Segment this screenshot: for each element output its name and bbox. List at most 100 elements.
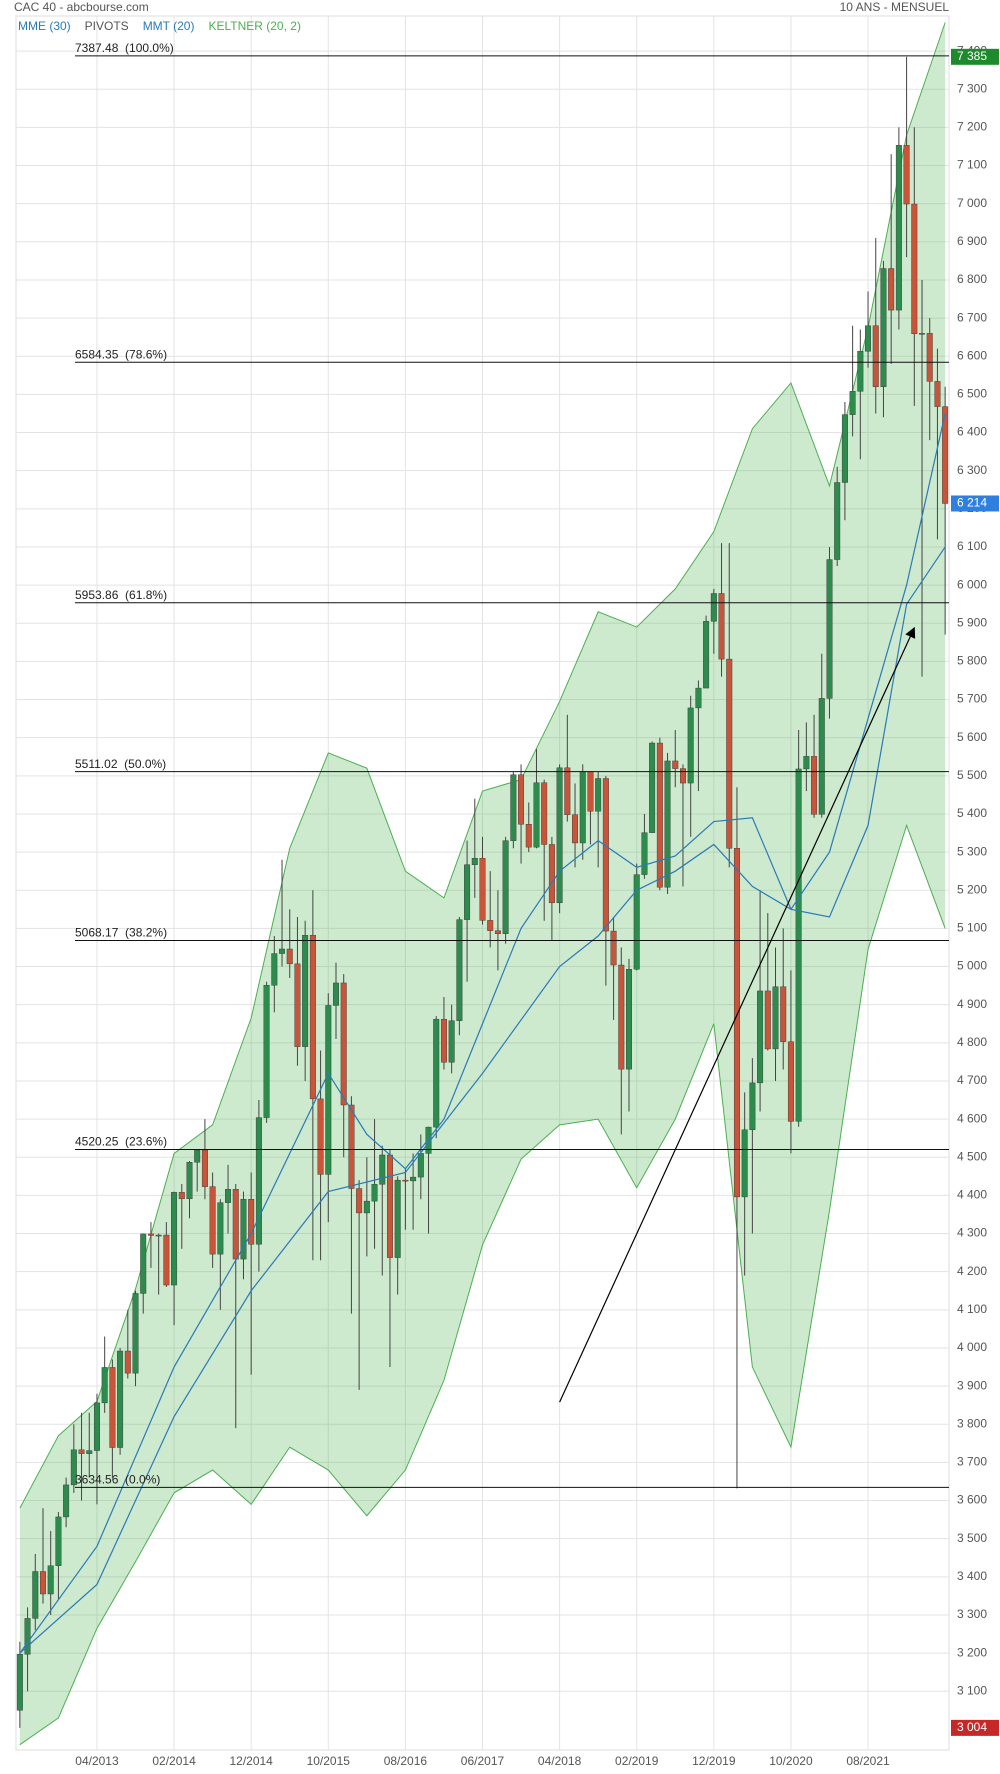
candle-body [602, 778, 609, 932]
candle-body [479, 858, 486, 921]
candle-body [47, 1565, 54, 1595]
y-tick-label: 7 100 [957, 158, 987, 172]
y-tick-label: 3 400 [957, 1569, 987, 1583]
candle-body [32, 1571, 39, 1619]
candle-body [502, 840, 509, 934]
candle-body [757, 990, 764, 1084]
y-tick-label: 3 900 [957, 1378, 987, 1392]
candle-body [695, 687, 702, 709]
y-tick-label: 4 700 [957, 1073, 987, 1087]
candle-body [402, 1179, 409, 1182]
candle-body [55, 1516, 62, 1566]
candle-body [841, 414, 848, 483]
candle-body [510, 774, 517, 841]
candle-body [464, 864, 471, 920]
candle-body [656, 742, 663, 888]
y-tick-label: 5 500 [957, 768, 987, 782]
candle-body [93, 1402, 100, 1451]
candle-body [780, 986, 787, 1042]
moving-average [19, 413, 946, 1654]
candle-body [363, 1200, 370, 1214]
candle-body [733, 848, 740, 1198]
candle-body [718, 593, 725, 660]
candle-body [124, 1350, 131, 1374]
candle-body [764, 990, 771, 1050]
candle-body [849, 391, 856, 415]
candle-body [803, 756, 810, 770]
candle-body [541, 782, 548, 845]
candle-body [826, 559, 833, 699]
candle-body [178, 1192, 185, 1200]
candle-body [433, 1018, 440, 1128]
candle-body [209, 1186, 216, 1255]
keltner-lower [19, 823, 946, 1746]
candle-body [109, 1367, 116, 1448]
y-tick-label: 6 300 [957, 463, 987, 477]
candle-body [263, 985, 270, 1118]
y-tick-label: 4 500 [957, 1149, 987, 1163]
candle-body [70, 1449, 77, 1486]
candle-body [548, 844, 555, 904]
y-tick-label: 6 900 [957, 234, 987, 248]
y-tick-label: 5 000 [957, 959, 987, 973]
y-tick-label: 7 000 [957, 196, 987, 210]
y-tick-label: 6 800 [957, 272, 987, 286]
candle-body [325, 1005, 332, 1175]
candle-body [687, 707, 694, 784]
candle-body [440, 1018, 447, 1063]
pivot-label: 6584.35 (78.6%) [75, 347, 167, 361]
candle-body [340, 982, 347, 1106]
x-tick-label: 10/2015 [307, 1754, 351, 1768]
pivot-label: 7387.48 (100.0%) [75, 41, 174, 55]
price-tag-label: 6 214 [957, 496, 987, 510]
candle-body [857, 351, 864, 392]
candle-body [672, 760, 679, 769]
x-tick-label: 04/2013 [75, 1754, 119, 1768]
x-tick-label: 02/2019 [615, 1754, 659, 1768]
y-tick-label: 3 200 [957, 1645, 987, 1659]
candle-body [533, 782, 540, 848]
candle-body [934, 381, 941, 407]
candle-body [16, 1654, 23, 1711]
candle-body [248, 1199, 255, 1245]
candle-body [417, 1153, 424, 1178]
candle-body [356, 1188, 363, 1214]
candle-body [63, 1484, 70, 1518]
candle-body [194, 1149, 201, 1163]
candle-body [895, 145, 902, 311]
y-tick-label: 3 800 [957, 1416, 987, 1430]
pivot-label: 5511.02 (50.0%) [75, 757, 166, 771]
x-tick-label: 04/2018 [538, 1754, 582, 1768]
candle-body [394, 1179, 401, 1258]
price-tag [951, 48, 999, 65]
y-tick-label: 4 000 [957, 1340, 987, 1354]
candle-body [371, 1184, 378, 1202]
candle-body [333, 982, 339, 1006]
candle-body [101, 1367, 108, 1404]
candle-body [279, 948, 285, 954]
candle-body [919, 333, 925, 335]
candle-body [294, 963, 301, 1047]
candle-body [386, 1154, 393, 1258]
y-tick-label: 7 300 [957, 81, 987, 95]
candle-body [140, 1233, 147, 1294]
candle-body [225, 1189, 232, 1203]
candle-body [132, 1293, 139, 1374]
candle-body [448, 1020, 455, 1063]
moving-average [19, 546, 946, 1654]
candle-body [911, 203, 918, 334]
y-tick-label: 4 300 [957, 1226, 987, 1240]
candle-body [633, 874, 640, 970]
candle-body [232, 1189, 239, 1260]
x-tick-label: 08/2016 [384, 1754, 428, 1768]
x-tick-label: 12/2014 [229, 1754, 273, 1768]
x-tick-label: 08/2021 [846, 1754, 890, 1768]
y-tick-label: 3 700 [957, 1455, 987, 1469]
candle-body [24, 1618, 31, 1655]
candle-body [78, 1449, 85, 1454]
candle-body [302, 935, 309, 1047]
pivot-label: 5068.17 (38.2%) [75, 926, 167, 940]
candle-body [572, 814, 579, 844]
y-tick-label: 5 100 [957, 921, 987, 935]
candle-body [888, 268, 895, 311]
